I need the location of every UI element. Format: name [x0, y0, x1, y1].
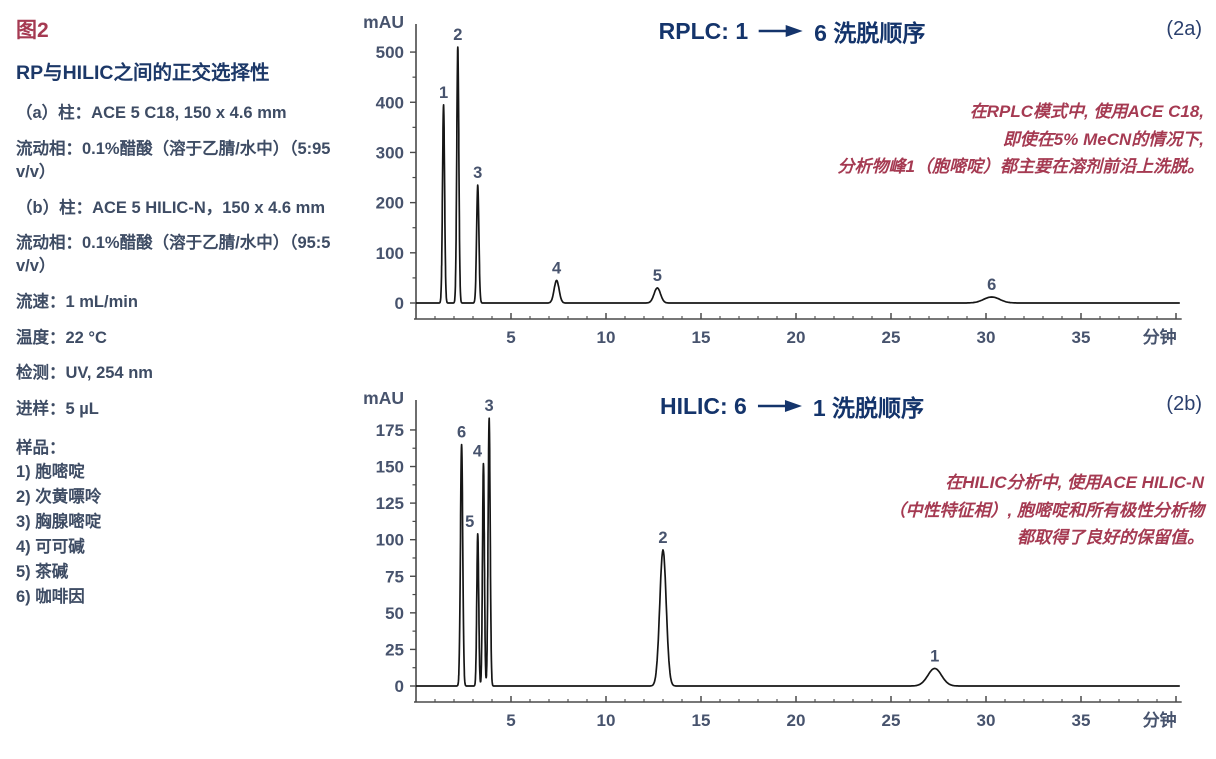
- svg-text:100: 100: [376, 531, 404, 550]
- annotation-2a-line2: 即使在5% MeCN的情况下,: [1002, 129, 1204, 149]
- chart-title-2a: RPLC: 1 6 洗脱顺序: [659, 14, 926, 48]
- annotation-2b-line3: 都取得了良好的保留值。: [1017, 528, 1204, 548]
- peak-label-2: 2: [658, 529, 667, 547]
- peak-label-3: 3: [485, 397, 494, 415]
- svg-text:500: 500: [376, 43, 404, 62]
- svg-text:分钟: 分钟: [1143, 327, 1177, 347]
- peak-label-1: 1: [439, 84, 448, 102]
- right-arrow-icon: [757, 400, 802, 412]
- condition-flow-rate: 流速：1 mL/min: [16, 292, 138, 311]
- svg-text:0: 0: [395, 294, 404, 313]
- svg-text:100: 100: [376, 244, 404, 263]
- svg-text:15: 15: [692, 711, 711, 730]
- svg-text:75: 75: [385, 567, 404, 586]
- svg-text:175: 175: [376, 421, 404, 440]
- annotation-2b-line1: 在HILIC分析中, 使用ACE HILIC-N: [945, 473, 1204, 492]
- svg-text:mAU: mAU: [363, 388, 404, 408]
- peak-label-2: 2: [453, 26, 462, 44]
- peak-label-4: 4: [552, 259, 562, 277]
- chart-title-2b: HILIC: 6 1 洗脱顺序: [660, 389, 924, 423]
- annotation-2a: 在RPLC模式中, 使用ACE C18, 即使在5% MeCN的情况下, 分析物…: [838, 98, 1204, 181]
- figure-title: RP与HILIC之间的正交选择性: [16, 62, 270, 84]
- peak-label-5: 5: [465, 513, 474, 531]
- panel-label-2a: (2a): [1166, 18, 1202, 40]
- sample-item-3: 3) 胸腺嘧啶: [16, 513, 102, 532]
- svg-text:5: 5: [506, 328, 515, 347]
- sample-item-4: 4) 可可碱: [16, 538, 85, 557]
- peak-label-3: 3: [473, 164, 482, 182]
- peak-label-6: 6: [987, 276, 996, 294]
- condition-column-a: （a）柱：ACE 5 C18, 150 x 4.6 mm: [16, 104, 287, 123]
- svg-text:150: 150: [376, 458, 404, 477]
- sample-item-6: 6) 咖啡因: [16, 588, 85, 607]
- chromatogram-2a: 0 100 200 300 400 500 mAU 5 10 15 20 25 30 35 分钟 1 2 3 4 5 6…: [356, 6, 1208, 376]
- condition-mobile-phase-a: 流动相：0.1%醋酸（溶于乙腈/水中）（5:95 v/v）: [16, 140, 331, 181]
- panel-label-2b: (2b): [1166, 393, 1202, 415]
- condition-temperature: 温度：22 °C: [16, 328, 107, 347]
- right-arrow-icon: [759, 25, 804, 37]
- svg-text:300: 300: [376, 143, 404, 162]
- chart-title-2b-prefix: HILIC: 6: [659, 392, 747, 419]
- plot-svg-2a: 0 100 200 300 400 500 mAU 5 10 15 20 25 30 35 分钟 1 2 3 4 5 6: [363, 12, 1182, 347]
- svg-text:15: 15: [692, 328, 711, 347]
- svg-text:35: 35: [1072, 711, 1091, 730]
- svg-text:5: 5: [506, 711, 515, 730]
- peak-label-5: 5: [653, 267, 662, 285]
- svg-text:30: 30: [977, 328, 996, 347]
- chart-title-2a-prefix: RPLC: 1: [658, 17, 749, 44]
- svg-text:200: 200: [376, 194, 404, 213]
- svg-text:25: 25: [882, 711, 901, 730]
- svg-text:25: 25: [882, 328, 901, 347]
- svg-text:10: 10: [597, 711, 616, 730]
- chromatogram-2b: 0 25 50 75 100 125 150 175 mAU 5 10 15 20 25 30 35 分钟 6 5 4…: [356, 381, 1208, 759]
- svg-text:25: 25: [385, 640, 404, 659]
- sample-item-2: 2) 次黄嘌呤: [16, 488, 102, 507]
- chart-title-2a-suffix: 6 洗脱顺序: [814, 20, 926, 46]
- annotation-2a-line1: 在RPLC模式中, 使用ACE C18,: [969, 102, 1204, 121]
- condition-injection: 进样：5 µL: [16, 400, 99, 419]
- peak-label-6: 6: [457, 424, 466, 442]
- annotation-2a-line3: 分析物峰1（胞嘧啶）都主要在溶剂前沿上洗脱。: [837, 157, 1204, 177]
- annotation-2b: 在HILIC分析中, 使用ACE HILIC-N （中性特征相）, 胞嘧啶和所有…: [889, 469, 1204, 552]
- sample-item-5: 5) 茶碱: [16, 563, 69, 582]
- svg-text:0: 0: [395, 677, 404, 696]
- svg-text:mAU: mAU: [363, 12, 404, 32]
- peak-label-4: 4: [473, 443, 483, 461]
- svg-text:400: 400: [376, 93, 404, 112]
- svg-text:35: 35: [1072, 328, 1091, 347]
- sample-list-header: 样品：: [16, 438, 66, 457]
- condition-detection: 检测：UV, 254 nm: [16, 364, 153, 383]
- svg-text:20: 20: [787, 711, 806, 730]
- svg-text:125: 125: [376, 494, 404, 513]
- svg-text:30: 30: [977, 711, 996, 730]
- svg-text:10: 10: [597, 328, 616, 347]
- condition-mobile-phase-b: 流动相：0.1%醋酸（溶于乙腈/水中）（95:5 v/v）: [16, 234, 331, 276]
- svg-text:20: 20: [787, 328, 806, 347]
- annotation-2b-line2: （中性特征相）, 胞嘧啶和所有极性分析物: [888, 500, 1204, 520]
- svg-text:分钟: 分钟: [1143, 710, 1177, 730]
- sample-item-1: 1) 胞嘧啶: [16, 462, 85, 481]
- figure-caption-panel: 图2 RP与HILIC之间的正交选择性 （a）柱：ACE 5 C18, 150 …: [16, 14, 350, 610]
- svg-text:50: 50: [385, 604, 404, 623]
- plot-svg-2b: 0 25 50 75 100 125 150 175 mAU 5 10 15 20 25 30 35 分钟 6 5 4…: [363, 388, 1182, 730]
- figure-tag: 图2: [16, 19, 49, 42]
- peak-label-1: 1: [930, 647, 939, 665]
- chart-title-2b-suffix: 1 洗脱顺序: [812, 395, 925, 421]
- condition-column-b: （b）柱：ACE 5 HILIC-N，150 x 4.6 mm: [16, 198, 325, 217]
